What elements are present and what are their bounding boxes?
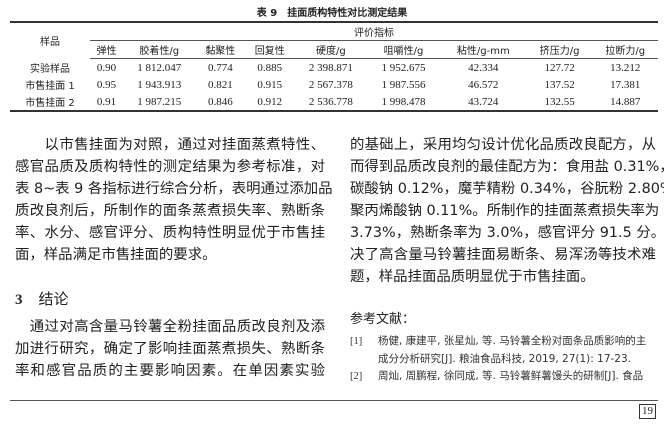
text-line: 面，样品满足市售挂面的要求。	[15, 247, 217, 263]
column-header: 黏聚性	[195, 40, 246, 59]
column-header: 挤压力/g	[526, 40, 593, 59]
reference-number: [1]	[350, 336, 363, 347]
table-cell: 42.334	[468, 61, 499, 74]
text-line: 率、水分、感官评分、质构特性明显优于市售挂	[15, 225, 325, 241]
text-line: 质改良剂后，所制作的面条蒸煮损失率、熟断条	[15, 203, 325, 219]
column-header: 胶着性/g	[122, 40, 196, 59]
text-line: 的基础上，采用均匀设计优化品质改良配方，从	[350, 137, 656, 153]
text-line: 表 8~表 9 各指标进行综合分析，表明通过添加品	[15, 181, 333, 197]
text-line: 感官品质及质构特性的测定结果为参考标准，对	[15, 159, 325, 175]
column-header: 硬度/g	[294, 40, 368, 59]
section-heading: 3 结论	[15, 288, 69, 309]
table-caption: 表 9 挂面质构特性对比测定结果	[256, 8, 408, 19]
table-cell: 0.885	[257, 61, 283, 74]
section-number: 3	[15, 292, 23, 308]
row-label: 实验样品	[30, 63, 70, 75]
text-line: 决了高含量马铃薯挂面易断条、易浑汤等技术难	[350, 247, 656, 263]
body-paragraph-right: 的基础上，采用均匀设计优化品质改良配方，从 而得到品质改良剂的最佳配方为：食用盐 …	[350, 134, 664, 288]
footer-rule	[10, 400, 658, 401]
section-title: 结论	[38, 290, 69, 308]
table-cell: 0.846	[195, 93, 246, 112]
table-cell: 1 952.675	[381, 61, 426, 74]
table-cell: 132.55	[526, 93, 593, 112]
table-cell: 0.915	[257, 78, 283, 91]
table-cell: 0.821	[207, 78, 233, 91]
group-header: 评价指标	[90, 21, 658, 41]
text-line: 率和感官品质的主要影响因素。在单因素实验	[15, 363, 325, 379]
table-cell: 137.52	[544, 78, 575, 91]
table-cell: 127.72	[544, 61, 575, 74]
references-heading: 参考文献：	[350, 312, 416, 327]
page-number: 19	[639, 404, 656, 419]
text-line: 聚丙烯酸钠 0.11%。所制作的挂面蒸煮损失率为	[350, 203, 660, 219]
table-cell: 46.572	[468, 78, 499, 91]
sample-header: 样品	[10, 21, 90, 59]
table-cell: 0.95	[96, 78, 117, 91]
table-cell: 1 998.478	[367, 93, 440, 112]
table-row: 市售挂面 2 0.91 1 987.215 0.846 0.912 2 536.778 1 …	[10, 93, 658, 112]
column-header: 拉断力/g	[592, 40, 658, 59]
table-cell: 0.912	[245, 93, 295, 112]
text-line: 以市售挂面为对照，通过对挂面蒸煮特性、	[15, 137, 325, 153]
reference-text: 杨健, 康建平, 张星灿, 等. 马铃薯全粉对面条品质影响的主成分分析研究[J]…	[378, 335, 647, 365]
row-label: 市售挂面 2	[10, 93, 90, 112]
reference-text: 周灿, 周鹏程, 徐同成, 等. 马铃薯鲜薯馒头的研制[J]. 食品	[378, 370, 644, 382]
column-header: 弹性	[90, 40, 123, 59]
texture-table: 样品 评价指标 弹性 胶着性/g 黏聚性 回复性 硬度/g 咀嚼性/g 粘性/g-mm 挤压力…	[10, 21, 658, 112]
table-cell: 1 987.215	[122, 93, 196, 112]
table-cell: 2 567.378	[308, 78, 353, 91]
text-line: 3.73%，熟断条率为 3.0%，感官评分 91.5 分。解	[350, 225, 664, 241]
body-paragraph-1: 以市售挂面为对照，通过对挂面蒸煮特性、 感官品质及质构特性的测定结果为参考标准，对…	[15, 134, 333, 266]
table-cell: 1 943.913	[137, 78, 182, 91]
reference-item: [1] 杨健, 康建平, 张星灿, 等. 马铃薯全粉对面条品质影响的主成分分析研究…	[350, 333, 655, 368]
table-row: 实验样品 0.90 1 812.047 0.774 0.885 2 398.871 1 95…	[10, 59, 658, 77]
text-line: 加进行研究，确定了影响挂面蒸煮损失、熟断条	[15, 341, 325, 357]
table-cell: 17.381	[610, 78, 641, 91]
table-cell: 14.887	[592, 93, 658, 112]
text-line: 碳酸钠 0.12%，魔芋精粉 0.34%，谷朊粉 2.80%，	[350, 181, 664, 197]
references-list: [1] 杨健, 康建平, 张星灿, 等. 马铃薯全粉对面条品质影响的主成分分析研究…	[350, 333, 655, 386]
reference-number: [2]	[350, 371, 363, 382]
table-cell: 0.90	[96, 61, 117, 74]
text-line: 而得到品质改良剂的最佳配方为：食用盐 0.31%，	[350, 159, 664, 175]
column-header: 咀嚼性/g	[367, 40, 440, 59]
reference-item: [2] 周灿, 周鹏程, 徐同成, 等. 马铃薯鲜薯馒头的研制[J]. 食品	[350, 368, 655, 386]
table-cell: 0.91	[90, 93, 123, 112]
body-paragraph-2: 通过对高含量马铃薯全粉挂面品质改良剂及添 加进行研究，确定了影响挂面蒸煮损失、熟断…	[15, 316, 325, 382]
table-cell: 2 536.778	[294, 93, 368, 112]
table-cell: 13.212	[610, 61, 641, 74]
table-cell: 2 398.871	[308, 61, 353, 74]
table-cell: 0.774	[207, 61, 233, 74]
table-cell: 1 987.556	[381, 78, 426, 91]
column-header: 粘性/g-mm	[439, 40, 527, 59]
table-row: 市售挂面 1 0.95 1 943.913 0.821 0.915 2 567.378 1 …	[10, 76, 658, 93]
table-cell: 1 812.047	[137, 61, 182, 74]
table-cell: 43.724	[439, 93, 527, 112]
text-line: 通过对高含量马铃薯全粉挂面品质改良剂及添	[15, 319, 325, 335]
column-header: 回复性	[245, 40, 295, 59]
text-line: 题，样品挂面品质明显优于市售挂面。	[350, 269, 595, 285]
row-label: 市售挂面 1	[25, 81, 75, 92]
